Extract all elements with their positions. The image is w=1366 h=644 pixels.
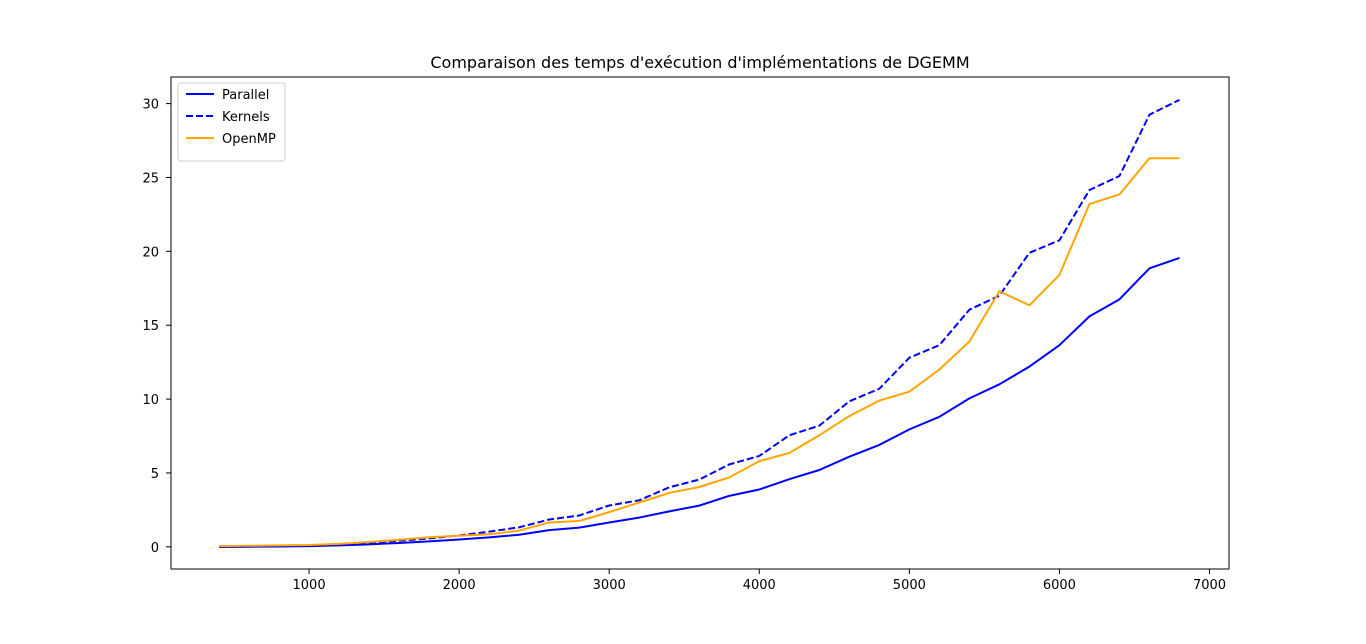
plot-frame <box>170 76 1230 570</box>
y-tick-label: 0 <box>151 541 159 556</box>
y-tick-label: 15 <box>142 319 159 334</box>
series-line-parallel <box>219 257 1180 548</box>
x-tick-label: 1000 <box>293 578 326 593</box>
y-axis: 0 5 10 15 20 25 30 <box>142 98 171 556</box>
series-layer <box>219 99 1180 548</box>
legend-box <box>177 82 286 162</box>
y-tick-label: 20 <box>142 245 159 260</box>
x-axis: 1000 2000 3000 4000 5000 6000 7000 <box>293 569 1226 593</box>
x-tick-label: 3000 <box>593 578 626 593</box>
x-tick-label: 4000 <box>743 578 776 593</box>
y-tick-label: 5 <box>151 467 159 482</box>
legend: Parallel Kernels OpenMP <box>177 82 286 162</box>
x-tick-label: 7000 <box>1193 578 1226 593</box>
y-tick-label: 30 <box>142 98 159 113</box>
legend-label-openmp: OpenMP <box>222 132 276 147</box>
legend-label-parallel: Parallel <box>222 88 269 103</box>
legend-label-kernels: Kernels <box>222 110 270 125</box>
chart-title: Comparaison des temps d'exécution d'impl… <box>430 53 969 72</box>
x-tick-label: 5000 <box>893 578 926 593</box>
y-tick-label: 25 <box>142 171 159 186</box>
x-tick-label: 6000 <box>1043 578 1076 593</box>
series-line-openmp <box>219 157 1180 548</box>
y-tick-label: 10 <box>142 393 159 408</box>
x-tick-label: 2000 <box>443 578 476 593</box>
